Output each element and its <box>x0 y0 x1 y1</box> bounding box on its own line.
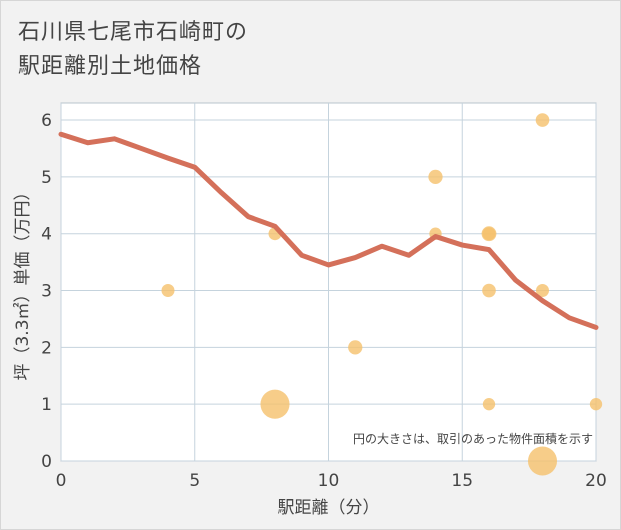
y-tick-labels: 0 1 2 3 4 5 6 <box>41 111 52 472</box>
y-tick-label: 4 <box>41 225 52 245</box>
y-tick-label: 0 <box>41 452 52 472</box>
data-point <box>428 169 443 184</box>
data-point <box>527 446 558 476</box>
y-tick-label: 6 <box>41 111 52 131</box>
size-note: 円の大きさは、取引のあった物件面積を示す <box>353 431 593 446</box>
data-point <box>260 389 290 419</box>
data-point <box>161 284 175 298</box>
y-tick-label: 3 <box>41 282 52 302</box>
x-tick-label: 15 <box>451 471 473 491</box>
data-point <box>482 283 496 298</box>
y-tick-label: 1 <box>41 395 52 415</box>
chart-title-line-1: 石川県七尾市石崎町の <box>18 20 249 45</box>
chart-title: 石川県七尾市石崎町の 駅距離別土地価格 <box>18 16 248 84</box>
data-point <box>482 227 496 241</box>
x-tick-label: 5 <box>189 471 200 491</box>
gridlines <box>60 103 597 462</box>
data-point <box>348 340 363 355</box>
x-axis-label: 駅距離（分） <box>278 498 380 518</box>
y-tick-label: 2 <box>41 338 52 358</box>
data-points <box>161 113 603 476</box>
trend-line <box>58 131 599 330</box>
data-point <box>589 398 603 411</box>
y-axis-label: 坪（3.3㎡）単価（万円） <box>13 183 33 380</box>
x-tick-label: 10 <box>318 471 340 491</box>
x-tick-label: 0 <box>56 471 67 491</box>
data-point <box>535 113 550 127</box>
y-tick-label: 5 <box>41 168 52 188</box>
data-point <box>482 398 496 411</box>
chart-title-line-2: 駅距離別土地価格 <box>18 54 203 79</box>
x-tick-labels: 0 5 10 15 20 <box>56 471 607 491</box>
data-point <box>536 284 549 298</box>
x-tick-label: 20 <box>585 471 607 491</box>
